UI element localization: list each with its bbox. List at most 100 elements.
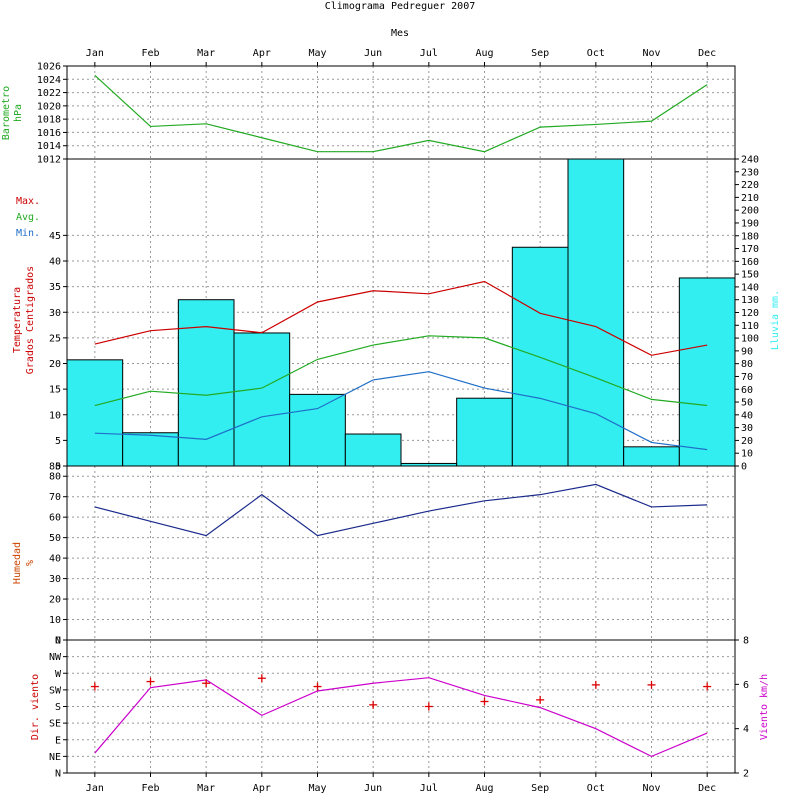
temperature-line (94, 371, 708, 451)
rain-bar (511, 246, 569, 467)
labels-layer: 10121014101610181020102210241026Barometr… (1, 48, 781, 794)
wind-direction-marker (536, 695, 545, 704)
tick-label-temperature: 10 (49, 410, 61, 421)
month-label-bottom: Jun (364, 783, 382, 794)
wind-direction-marker (424, 702, 433, 711)
wind-direction-marker (703, 682, 712, 691)
tick-label-rain: 220 (741, 180, 759, 191)
month-label-top: May (308, 48, 326, 59)
month-label-top: Apr (253, 48, 271, 59)
tick-label-wind-direction: N (55, 636, 61, 647)
month-label-bottom: Apr (253, 783, 271, 794)
wind-direction-marker (313, 682, 322, 691)
month-label-bottom: Oct (587, 783, 605, 794)
temperature-axis-unit: Grados Centigrados (25, 266, 36, 374)
wind-direction-marker (90, 682, 99, 691)
tick-label-barometer: 1024 (37, 75, 61, 86)
month-label-top: Sep (531, 48, 549, 59)
month-label-top: Jul (420, 48, 438, 59)
tick-label-wind-direction: NW (49, 652, 62, 663)
tick-label-temperature: 0 (55, 462, 61, 473)
wind-direction-marker (591, 680, 600, 689)
tick-label-rain: 0 (741, 462, 747, 473)
humidity-line (94, 483, 708, 537)
tick-label-barometer: 1014 (37, 141, 61, 152)
wind-direction-marker (369, 700, 378, 709)
tick-label-humidity: 10 (49, 615, 61, 626)
legend-label: Min. (16, 228, 40, 239)
wind-direction-marker (480, 697, 489, 706)
chart-title: Climograma Pedreguer 2007 (325, 1, 476, 12)
rain-bar (122, 432, 179, 467)
barometer-line (94, 74, 708, 153)
tick-label-wind-direction: E (55, 735, 61, 746)
month-label-bottom: Mar (197, 783, 215, 794)
legend-label: Avg. (16, 212, 40, 223)
tick-label-rain: 160 (741, 257, 759, 268)
tick-label-wind-speed: 4 (743, 724, 749, 735)
tick-label-rain: 10 (741, 449, 753, 460)
x-axis-title: Mes (391, 28, 409, 39)
tick-label-temperature: 5 (55, 436, 61, 447)
tick-label-rain: 230 (741, 167, 759, 178)
tick-label-rain: 70 (741, 372, 753, 383)
wind-direction-axis-title: Dir. viento (30, 674, 41, 740)
grid-layer (67, 65, 735, 773)
tick-label-rain: 210 (741, 193, 759, 204)
wind-direction-marker (146, 677, 155, 686)
tick-label-rain: 140 (741, 282, 759, 293)
tick-label-temperature: 15 (49, 385, 61, 396)
tick-label-humidity: 40 (49, 554, 61, 565)
wind-direction-marker (257, 674, 266, 683)
tick-label-rain: 40 (741, 410, 753, 421)
tick-label-humidity: 80 (49, 472, 61, 483)
tick-label-barometer: 1022 (37, 88, 61, 99)
month-label-bottom: Feb (141, 783, 159, 794)
month-label-bottom: Nov (642, 783, 660, 794)
tick-label-barometer: 1012 (37, 155, 61, 166)
month-label-top: Mar (197, 48, 215, 59)
tick-label-rain: 60 (741, 385, 753, 396)
rain-bar (623, 446, 680, 467)
tick-label-wind-direction: S (55, 702, 61, 713)
month-label-bottom: Jul (420, 783, 438, 794)
tick-label-wind-speed: 2 (743, 769, 749, 780)
month-label-bottom: Aug (475, 783, 493, 794)
panel-frame (66, 639, 736, 774)
tick-label-temperature: 20 (49, 359, 61, 370)
tick-label-rain: 200 (741, 206, 759, 217)
tick-label-rain: 130 (741, 295, 759, 306)
tick-label-barometer: 1018 (37, 115, 61, 126)
tick-label-barometer: 1020 (37, 101, 61, 112)
tick-label-barometer: 1016 (37, 128, 61, 139)
month-label-bottom: Jan (86, 783, 104, 794)
month-label-top: Jan (86, 48, 104, 59)
tick-label-temperature: 40 (49, 257, 61, 268)
month-label-bottom: May (308, 783, 326, 794)
tick-label-rain: 190 (741, 218, 759, 229)
panel-frame (66, 465, 736, 641)
humidity-axis-title: Humedad (12, 542, 23, 584)
rain-bar (456, 397, 513, 467)
tick-label-temperature: 30 (49, 308, 61, 319)
tick-label-wind-speed: 8 (743, 636, 749, 647)
wind-direction-marker (202, 679, 211, 688)
tick-label-wind-direction: W (55, 669, 62, 680)
tick-label-humidity: 20 (49, 595, 61, 606)
month-label-bottom: Sep (531, 783, 549, 794)
rain-bar (177, 299, 235, 467)
tick-label-rain: 20 (741, 436, 753, 447)
tick-label-rain: 110 (741, 321, 759, 332)
tick-label-rain: 120 (741, 308, 759, 319)
tick-label-rain: 50 (741, 398, 753, 409)
tick-label-humidity: 85 (49, 462, 61, 473)
tick-label-rain: 100 (741, 334, 759, 345)
tick-label-rain: 240 (741, 155, 759, 166)
rain-bar (344, 433, 402, 467)
barometer-axis-unit: hPa (13, 104, 24, 122)
tick-label-wind-direction: NE (49, 752, 61, 763)
tick-label-humidity: 50 (49, 533, 61, 544)
barometer-axis-title: Barometro (1, 86, 12, 140)
month-label-top: Aug (475, 48, 493, 59)
